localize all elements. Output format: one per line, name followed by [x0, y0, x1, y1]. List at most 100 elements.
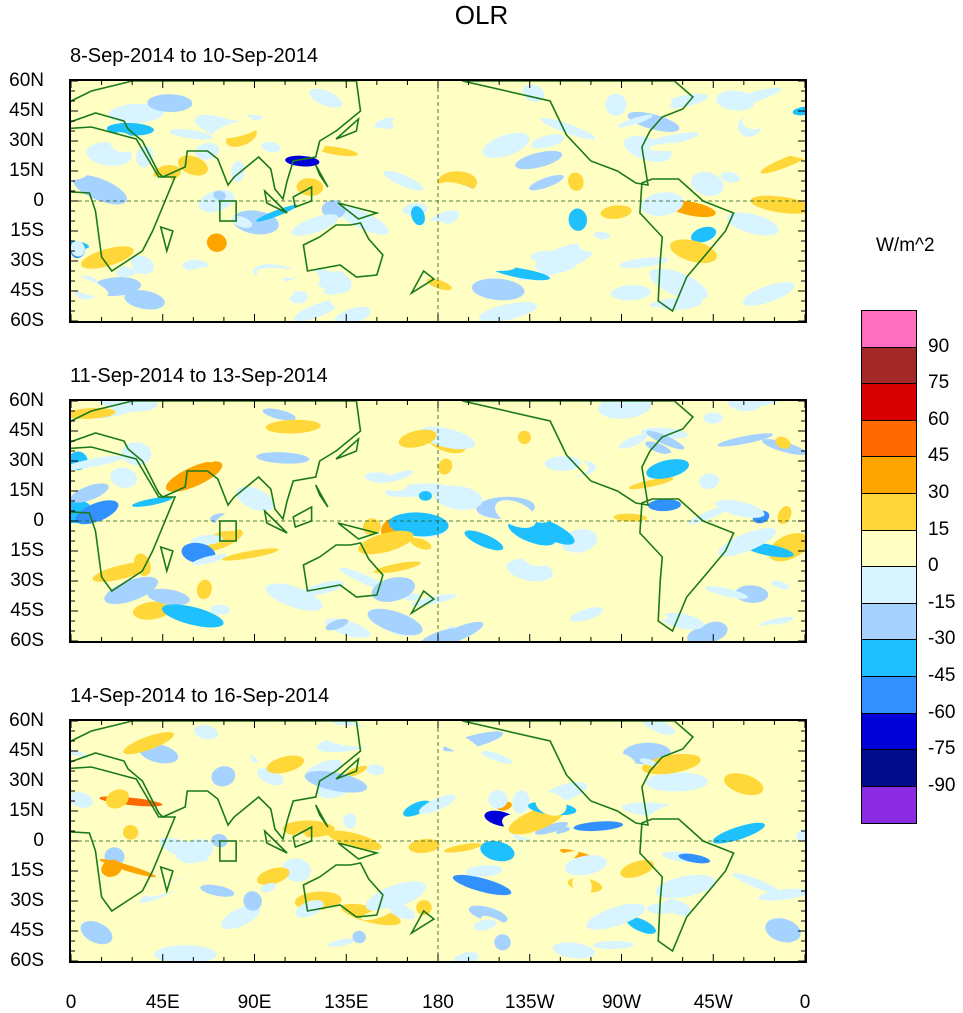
- positive-anomaly-patch: [398, 429, 437, 448]
- positive-anomaly-patch: [628, 477, 674, 490]
- lat-tick-label: 30N: [9, 770, 44, 791]
- negative-anomaly-patch: [147, 588, 190, 606]
- negative-anomaly-patch: [535, 243, 595, 273]
- negative-anomaly-patch: [433, 485, 483, 510]
- positive-anomaly-patch: [473, 98, 518, 119]
- positive-anomaly-patch: [389, 721, 450, 741]
- negative-anomaly-patch: [190, 534, 223, 546]
- colorbar-level-label: -30: [928, 628, 956, 650]
- region-box: [219, 200, 237, 222]
- negative-anomaly-patch: [712, 822, 765, 844]
- positive-anomaly-patch: [216, 439, 237, 449]
- positive-anomaly-patch: [750, 195, 805, 214]
- lat-tick-label: 15N: [9, 800, 44, 821]
- olr-field-svg: [71, 81, 805, 321]
- negative-anomaly-patch: [304, 771, 368, 793]
- positive-anomaly-patch: [224, 749, 253, 774]
- positive-anomaly-patch: [750, 413, 803, 434]
- negative-anomaly-patch: [758, 616, 794, 627]
- negative-anomaly-patch: [649, 268, 708, 301]
- negative-anomaly-patch: [742, 282, 795, 306]
- negative-anomaly-patch: [570, 607, 604, 622]
- coastline: [337, 522, 380, 540]
- lat-tick-label: 60N: [9, 390, 44, 411]
- positive-anomaly-patch: [777, 506, 792, 524]
- negative-anomaly-patch: [405, 593, 421, 601]
- negative-anomaly-patch: [333, 306, 371, 321]
- positive-anomaly-patch: [788, 463, 805, 472]
- lat-tick-label: 15N: [9, 480, 44, 501]
- negative-anomaly-patch: [110, 467, 138, 488]
- colorbar-swatch: [862, 493, 916, 531]
- positive-anomaly-patch: [105, 789, 130, 809]
- negative-anomaly-patch: [352, 930, 366, 944]
- negative-anomaly-patch: [720, 171, 740, 183]
- negative-anomaly-patch: [691, 171, 724, 196]
- negative-anomaly-patch: [154, 945, 217, 961]
- lat-tick-label: 30N: [9, 450, 44, 471]
- positive-anomaly-patch: [416, 900, 432, 916]
- positive-anomaly-patch: [772, 142, 805, 160]
- positive-anomaly-patch: [297, 268, 320, 289]
- positive-anomaly-patch: [191, 897, 238, 914]
- colorbar-level-label: 75: [928, 372, 950, 394]
- colorbar-swatch: [862, 457, 916, 494]
- positive-anomaly-patch: [410, 537, 432, 550]
- coastline: [337, 202, 380, 220]
- lat-tick-label: 15S: [10, 220, 44, 241]
- negative-anomaly-patch: [482, 132, 530, 159]
- negative-anomaly-patch: [586, 903, 646, 930]
- lat-tick-label: 0: [33, 190, 44, 211]
- coastline: [639, 498, 735, 633]
- negative-anomaly-patch: [371, 577, 415, 602]
- positive-anomaly-patch: [330, 293, 352, 310]
- negative-anomaly-patch: [452, 874, 512, 896]
- lon-tick-label: 90E: [237, 992, 272, 1013]
- negative-anomaly-patch: [131, 496, 173, 507]
- positive-anomaly-patch: [534, 850, 579, 872]
- negative-anomaly-patch: [765, 918, 801, 943]
- positive-anomaly-patch: [595, 750, 636, 771]
- positive-anomaly-patch: [254, 273, 294, 298]
- positive-anomaly-patch: [165, 461, 223, 492]
- negative-anomaly-patch: [210, 604, 230, 615]
- positive-anomaly-patch: [327, 830, 382, 851]
- negative-anomaly-patch: [552, 942, 595, 959]
- positive-anomaly-patch: [122, 176, 172, 191]
- negative-anomaly-patch: [124, 290, 165, 310]
- negative-anomaly-patch: [403, 800, 431, 817]
- negative-anomaly-patch: [535, 821, 569, 835]
- negative-anomaly-patch: [644, 441, 672, 455]
- negative-anomaly-patch: [473, 919, 497, 931]
- negative-anomaly-patch: [364, 472, 394, 483]
- colorbar-swatch: [862, 384, 916, 421]
- negative-anomaly-patch: [732, 872, 782, 895]
- olr-map-panel-3: [69, 719, 807, 963]
- colorbar-swatch: [862, 567, 916, 604]
- negative-anomaly-patch: [108, 103, 164, 124]
- coastline: [302, 222, 384, 278]
- negative-anomaly-patch: [626, 916, 656, 934]
- negative-anomaly-patch: [419, 628, 461, 641]
- negative-anomaly-patch: [71, 455, 126, 470]
- negative-anomaly-patch: [515, 150, 563, 170]
- positive-anomaly-patch: [388, 114, 425, 138]
- negative-anomaly-patch: [540, 117, 596, 140]
- coastline: [409, 269, 436, 296]
- colorbar-level-label: 15: [928, 518, 950, 540]
- positive-anomaly-patch: [491, 899, 505, 911]
- positive-anomaly-patch: [602, 734, 637, 745]
- positive-anomaly-patch: [250, 105, 306, 133]
- positive-anomaly-patch: [478, 262, 516, 272]
- lat-tick-label: 0: [33, 510, 44, 531]
- negative-anomaly-patch: [705, 586, 749, 599]
- negative-anomaly-patch: [618, 434, 648, 449]
- coastline: [639, 818, 735, 953]
- positive-anomaly-patch: [299, 192, 329, 211]
- lat-tick-label: 0: [33, 830, 44, 851]
- coastline: [462, 81, 695, 186]
- positive-anomaly-patch: [571, 276, 629, 291]
- positive-anomaly-patch: [732, 488, 767, 503]
- positive-anomaly-patch: [534, 500, 580, 523]
- negative-anomaly-patch: [771, 580, 790, 590]
